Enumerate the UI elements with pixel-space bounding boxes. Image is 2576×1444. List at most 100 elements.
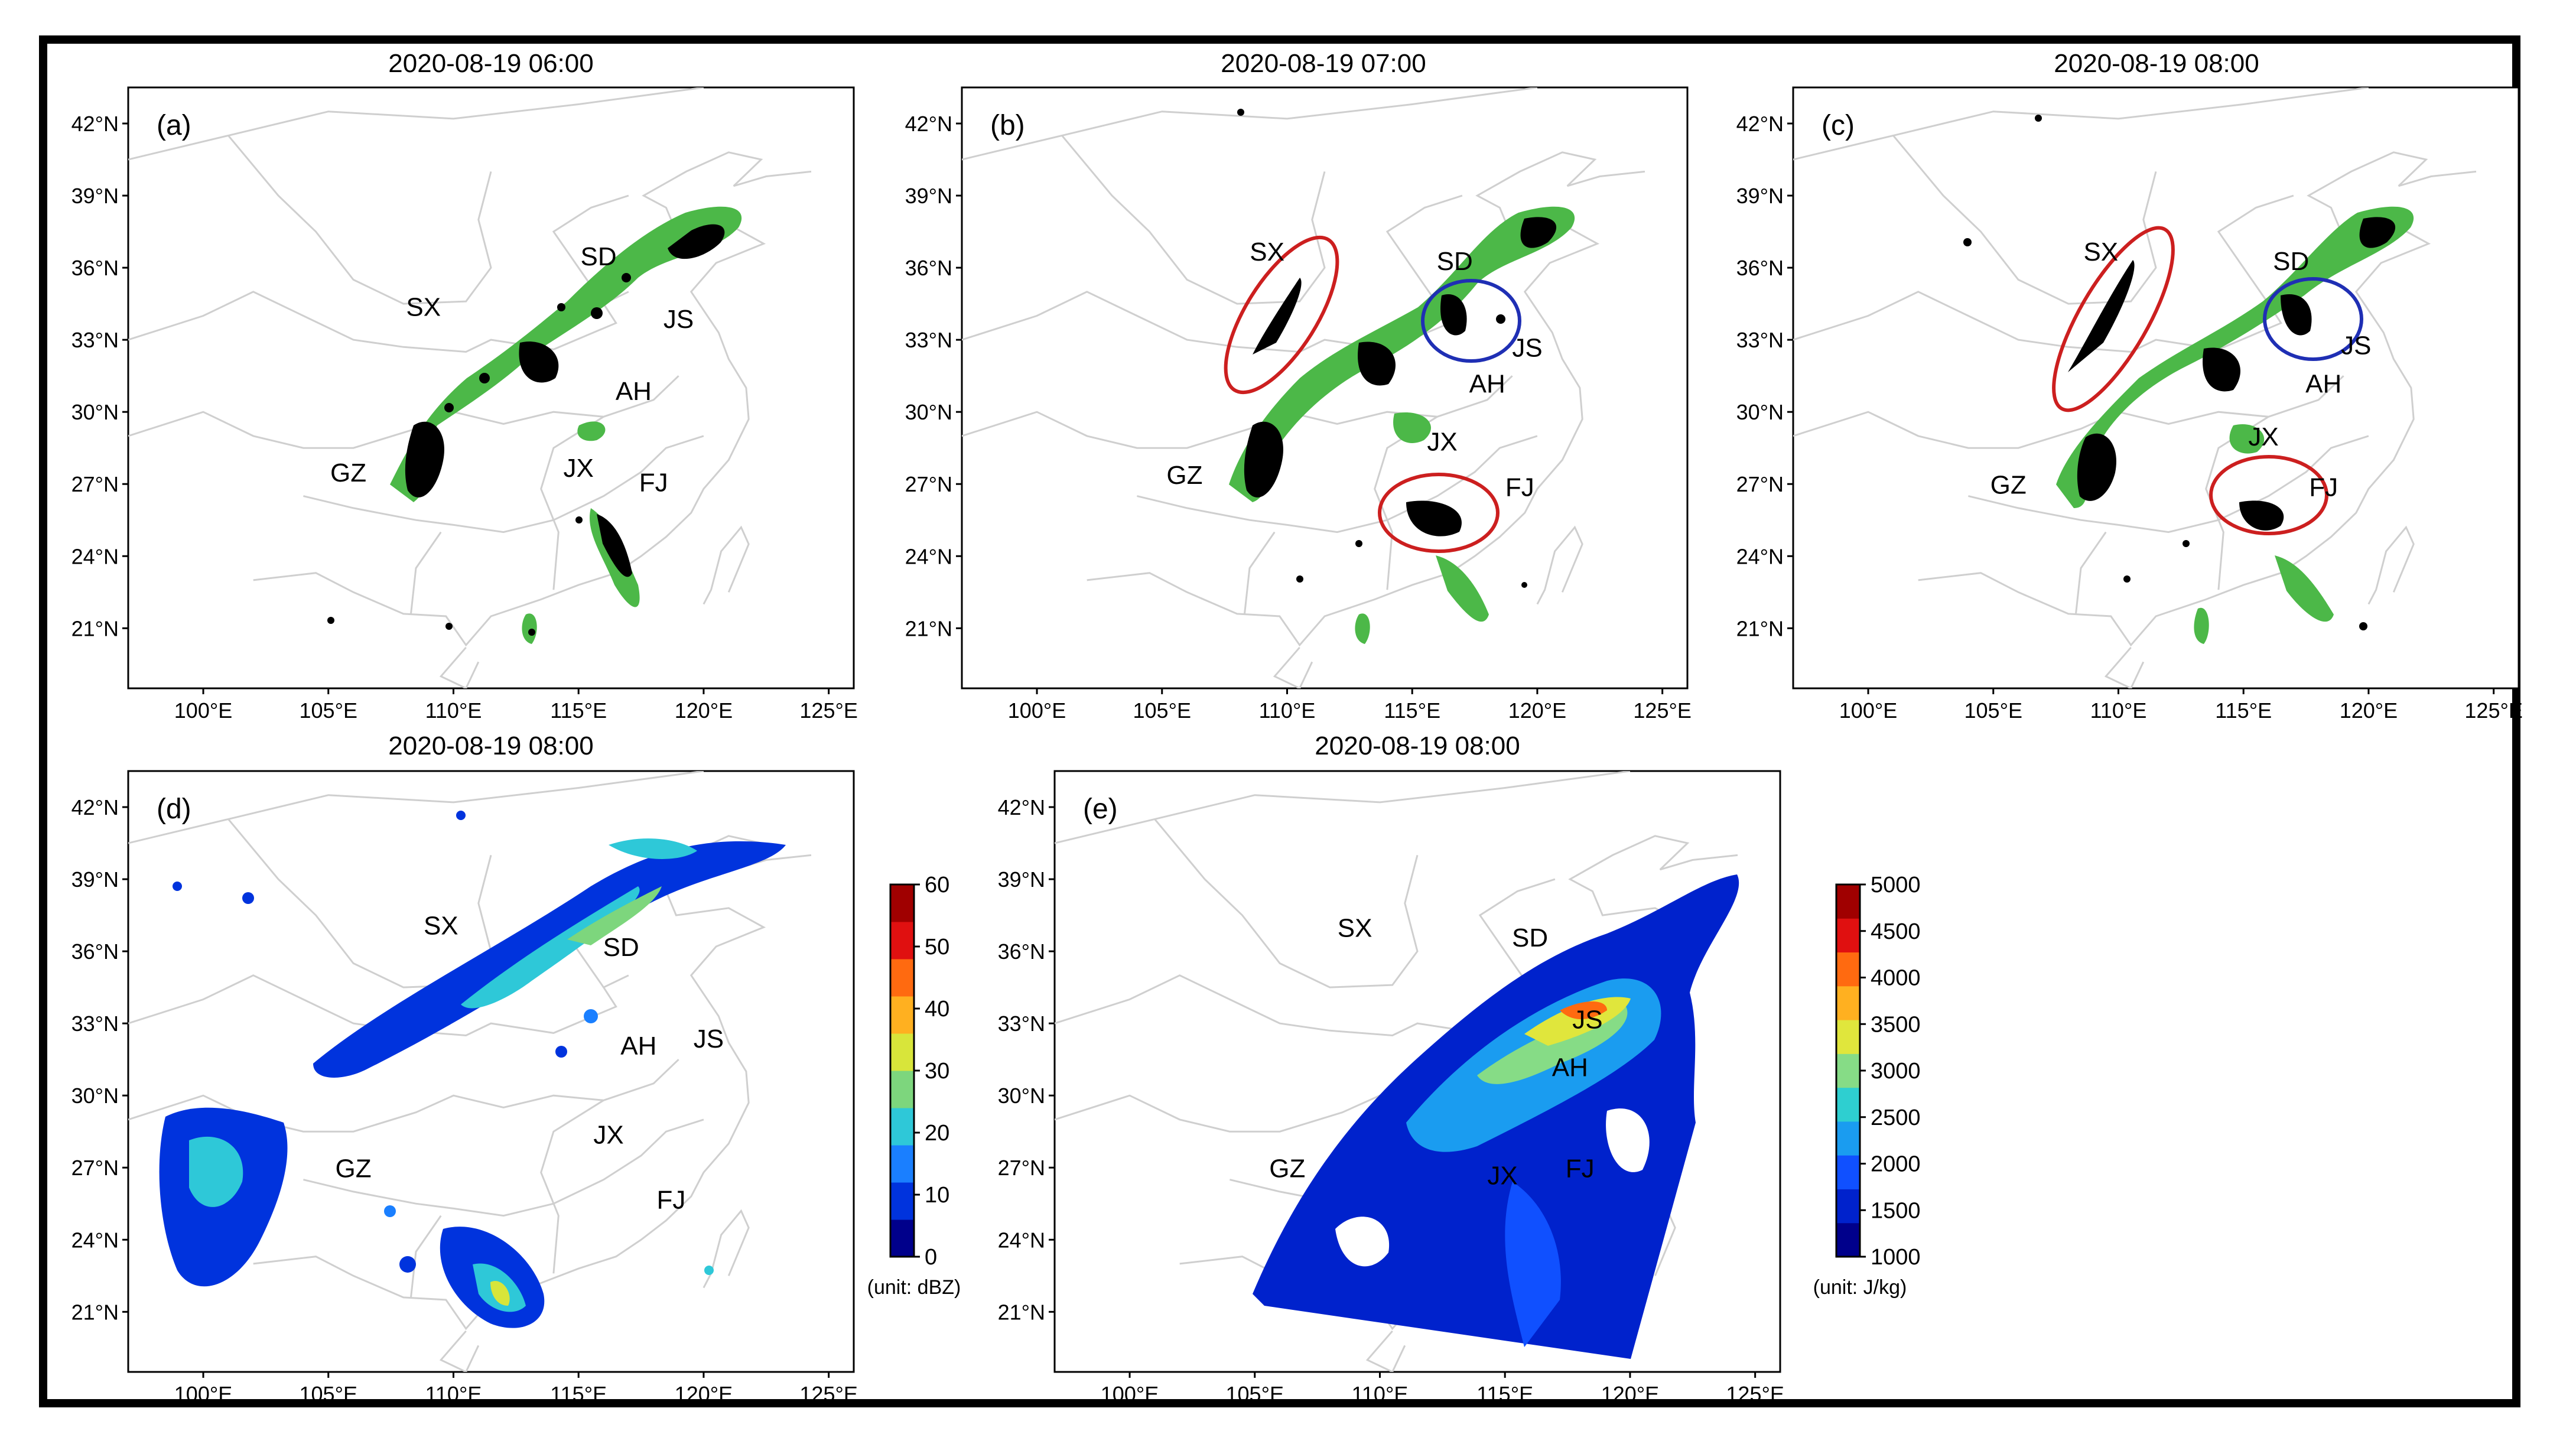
lon-tick-label: 110°E	[1352, 1382, 1409, 1406]
panel-label-e: (e)	[1083, 793, 1118, 825]
colorbar-segment	[1836, 1189, 1860, 1224]
colorbar-segment	[1836, 1087, 1860, 1122]
panel-title-c: 2020-08-19 08:00	[2054, 49, 2259, 78]
lat-tick-label: 24°N	[71, 544, 119, 568]
lat-tick-label: 33°N	[1736, 328, 1784, 352]
lon-tick-label: 115°E	[550, 1382, 607, 1406]
region-label-jx: JX	[593, 1121, 623, 1150]
lat-tick-label: 39°N	[71, 184, 119, 208]
observed-echo-a	[327, 224, 725, 636]
lon-tick-label: 115°E	[550, 698, 607, 723]
lon-tick-label: 125°E	[799, 1382, 857, 1406]
lon-tick-label: 120°E	[2340, 698, 2398, 723]
province-border	[1793, 291, 2294, 353]
colorbar-segment	[1836, 1053, 1860, 1088]
lon-tick-label: 110°E	[1259, 698, 1316, 723]
lat-tick-label: 33°N	[998, 1012, 1045, 1036]
lat-tick-label: 24°N	[998, 1228, 1045, 1252]
lat-tick-label: 42°N	[1736, 112, 1784, 136]
province-border	[303, 1118, 704, 1217]
province-border	[962, 87, 1538, 161]
region-label-ah: AH	[2305, 370, 2341, 399]
lat-ticks-b: 21°N 24°N 27°N 30°N 33°N 36°N 39°N 42°N	[905, 112, 962, 640]
region-label-gz: GZ	[336, 1154, 372, 1183]
region-label-sx: SX	[2083, 238, 2118, 266]
region-labels-e: SX SD JS AH GZ JX FJ	[1269, 914, 1602, 1191]
lat-tick-label: 27°N	[998, 1156, 1045, 1180]
province-border	[410, 531, 442, 614]
panel-title-e: 2020-08-19 08:00	[1315, 731, 1520, 760]
lat-tick-label: 39°N	[905, 184, 952, 208]
lon-ticks-b: 100°E 105°E 110°E 115°E 120°E 125°E	[1008, 688, 1692, 723]
colorbar-tick-label: 4000	[1871, 966, 1921, 991]
region-label-jx: JX	[2248, 422, 2278, 451]
region-label-sd: SD	[603, 933, 639, 962]
colorbar-segment	[1836, 986, 1860, 1020]
province-borders-a	[128, 87, 812, 688]
lat-tick-label: 36°N	[905, 256, 952, 280]
lon-tick-label: 125°E	[799, 698, 857, 723]
lon-ticks-e: 100°E 105°E 110°E 115°E 120°E 125°E	[1101, 1372, 1784, 1406]
lon-tick-label: 115°E	[1476, 1382, 1533, 1406]
region-label-gz: GZ	[1990, 471, 2027, 500]
region-label-js: JS	[663, 305, 694, 334]
lon-tick-label: 120°E	[1508, 698, 1566, 723]
region-labels-d: SX SD AH JS JX GZ FJ	[336, 912, 724, 1215]
lat-tick-label: 27°N	[1736, 472, 1784, 496]
colorbar-segment	[890, 884, 914, 922]
lat-tick-label: 21°N	[905, 616, 952, 640]
province-border	[552, 194, 629, 304]
colorbar-tick-label: 30	[925, 1059, 949, 1084]
region-label-fj: FJ	[639, 468, 668, 497]
region-label-ah: AH	[1469, 370, 1505, 399]
region-label-sd: SD	[2273, 247, 2309, 276]
province-border	[540, 416, 604, 590]
lat-tick-label: 36°N	[71, 256, 119, 280]
lon-tick-label: 100°E	[1008, 698, 1066, 723]
panel-title-a: 2020-08-19 06:00	[388, 49, 593, 78]
region-label-sx: SX	[1250, 238, 1284, 266]
region-label-ah: AH	[616, 377, 652, 406]
colorbar-segment	[890, 1071, 914, 1108]
colorbar-segment	[890, 1145, 914, 1183]
region-label-sd: SD	[1512, 923, 1548, 952]
lat-tick-label: 39°N	[998, 867, 1045, 892]
colorbar-tick-label: 3000	[1871, 1059, 1921, 1084]
colorbar-segment	[1836, 1020, 1860, 1054]
lon-tick-label: 125°E	[1633, 698, 1691, 723]
colorbar-tick-label: 20	[925, 1121, 949, 1146]
lat-tick-label: 21°N	[1736, 616, 1784, 640]
province-border	[2075, 531, 2107, 614]
lat-tick-label: 24°N	[1736, 544, 1784, 568]
colorbar-segment	[890, 1182, 914, 1220]
region-labels-a: SD SX JS AH GZ JX FJ	[330, 242, 694, 497]
lon-tick-label: 105°E	[1133, 698, 1191, 723]
province-border	[1918, 151, 2477, 647]
panel-label-d: (d)	[157, 793, 191, 825]
province-border	[1892, 135, 2157, 305]
highlight-ellipses-c	[2052, 226, 2363, 535]
province-border	[253, 151, 812, 647]
lon-tick-label: 110°E	[425, 1382, 482, 1406]
region-label-js: JS	[1572, 1005, 1602, 1034]
lon-ticks-c: 100°E 105°E 110°E 115°E 120°E 125°E	[1839, 688, 2523, 723]
province-border	[303, 435, 704, 534]
region-label-sx: SX	[406, 293, 441, 322]
red-ellipse-fj-b	[1378, 473, 1500, 553]
colorbar-tick-label: 5000	[1871, 873, 1921, 897]
province-border	[2217, 194, 2294, 304]
lat-tick-label: 27°N	[71, 472, 119, 496]
colorbar-segment	[1836, 952, 1860, 987]
region-label-jx: JX	[1427, 427, 1457, 456]
colorbar-tick-label: 1000	[1871, 1245, 1921, 1270]
region-label-js: JS	[1512, 334, 1542, 363]
panel-d: 2020-08-19 08:00 SX SD AH JS JX GZ FJ (d) 100°…	[71, 731, 858, 1406]
province-border	[227, 135, 492, 305]
region-label-gz: GZ	[1269, 1154, 1305, 1183]
colorbar-segment	[890, 1219, 914, 1257]
lat-ticks-c: 21°N 24°N 27°N 30°N 33°N 36°N 39°N 42°N	[1736, 112, 1793, 640]
province-border	[1365, 1330, 1406, 1372]
colorbar-unit: (unit: dBZ)	[867, 1276, 961, 1299]
lon-tick-label: 125°E	[2464, 698, 2522, 723]
